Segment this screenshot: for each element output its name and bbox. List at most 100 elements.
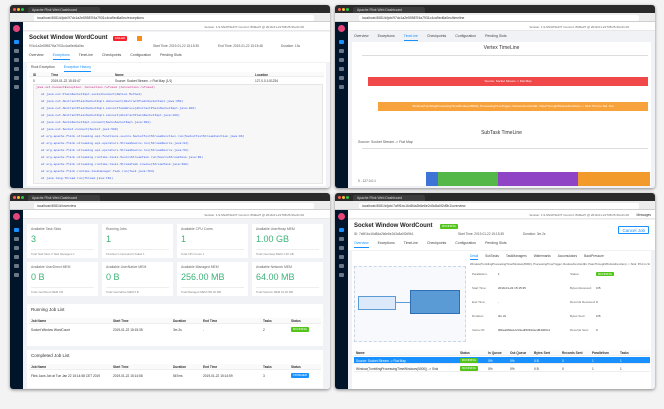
job-tabs-item[interactable]: TimeLine <box>403 241 418 245</box>
content: Version: 1.9-SNAPSHOT Commit: 8fd3a37 @ … <box>23 210 330 389</box>
table-cell[interactable]: Socket Window WordCount <box>31 327 70 332</box>
window-control[interactable] <box>338 7 341 11</box>
nav-icon[interactable] <box>14 264 19 268</box>
window-control[interactable] <box>346 7 349 11</box>
job-tabs-item[interactable]: Pending Slots <box>485 241 507 245</box>
job-tabs-item[interactable]: Checkpoints <box>426 34 447 38</box>
nav-icon[interactable] <box>339 264 344 268</box>
sub-tabs-item[interactable]: Detail <box>470 254 479 260</box>
nav-icon[interactable] <box>14 76 19 80</box>
window-control[interactable] <box>17 7 20 11</box>
window-control[interactable] <box>21 7 24 11</box>
subtask-segment[interactable] <box>578 172 650 186</box>
nav-icon[interactable] <box>339 246 344 250</box>
window-control[interactable] <box>13 7 16 11</box>
job-tabs-item[interactable]: Overview <box>354 34 369 38</box>
job-tabs-item[interactable]: Checkpoints <box>101 53 122 57</box>
trace-line: at java.net.SocksSocketImpl.connect(Sock… <box>41 121 151 124</box>
nav-icon[interactable] <box>339 67 344 71</box>
card-value: 256.00 MB <box>181 272 225 282</box>
nav-icon[interactable] <box>14 246 19 250</box>
job-tabs-item[interactable]: TimeLine <box>403 34 418 41</box>
sub-tabs-item[interactable]: Accumulators <box>557 254 578 258</box>
nav-icon[interactable] <box>339 76 344 80</box>
card-sub: Total UserNative MEM 0 B <box>106 289 139 294</box>
nav-icon[interactable] <box>339 255 344 259</box>
nav-icon[interactable] <box>14 58 19 62</box>
flink-logo <box>338 213 345 220</box>
flink-logo <box>338 25 345 32</box>
subtask-segment[interactable] <box>426 172 438 186</box>
sub-tabs-item[interactable]: SubTasks <box>485 254 499 258</box>
job-tabs-item[interactable]: Pending Slots <box>160 53 182 57</box>
vertex-name: Window(TumblingProcessingTimeWindows(500… <box>470 262 650 266</box>
job-tabs-item[interactable]: Overview <box>354 241 369 248</box>
graph-node[interactable] <box>410 290 460 314</box>
card-label: Available UserHeap MEM <box>256 227 295 231</box>
nav-icon[interactable] <box>14 49 19 53</box>
nav-icon[interactable] <box>14 273 19 277</box>
window-control[interactable] <box>17 195 20 199</box>
nav-icon[interactable] <box>14 228 19 232</box>
flink-logo <box>13 213 20 220</box>
window-control[interactable] <box>13 195 16 199</box>
nav-icon[interactable] <box>339 237 344 241</box>
table-cell[interactable]: Flink Java Job at Tue Jan 22 15:14:58 CE… <box>31 373 101 378</box>
job-tabs-item[interactable]: Pending Slots <box>485 34 507 38</box>
sub-tabs-item[interactable]: TaskManagers <box>505 254 527 258</box>
graph-node[interactable] <box>358 296 396 310</box>
nav-icon[interactable] <box>339 273 344 277</box>
window-control[interactable] <box>338 195 341 199</box>
nav-icon[interactable] <box>14 255 19 259</box>
timeline-bar[interactable]: Source: Socket Stream -> Flat Map <box>368 77 648 86</box>
nav-icon[interactable] <box>14 85 19 89</box>
stat-card: Available Network MEM 64.00 MB Total Netwo… <box>252 262 323 296</box>
window-control[interactable] <box>342 195 345 199</box>
nav-icon[interactable] <box>14 67 19 71</box>
content: Version: 1.9-SNAPSHOT Commit: 8fd3a37 @ … <box>348 210 655 389</box>
table-cell: 0 B <box>534 358 539 363</box>
trace-line: java.net.ConnectException: Connection re… <box>36 86 155 89</box>
browser-tab[interactable]: Apache Flink Web Dashboard <box>353 194 425 201</box>
subtask-segment[interactable] <box>498 172 578 186</box>
sub-tabs-item[interactable]: Exception History <box>63 65 91 72</box>
window-control[interactable] <box>346 195 349 199</box>
nav-icon[interactable] <box>339 40 344 44</box>
timeline-bar[interactable]: Window(TumblingProcessingTimeWindows(500… <box>378 102 648 111</box>
job-tabs-item[interactable]: Configuration <box>130 53 152 57</box>
table-row[interactable] <box>354 365 650 372</box>
url-text[interactable]: localhost:8081/#/job/7a9f1bc16d84a2b6e6e… <box>359 202 639 209</box>
sub-tabs-item[interactable]: BackPressure <box>584 254 604 258</box>
cancel-button[interactable]: Cancel Job <box>618 226 649 234</box>
job-tabs-item[interactable]: Exceptions <box>52 53 70 60</box>
nav-icon[interactable] <box>339 58 344 62</box>
window-control[interactable] <box>21 195 24 199</box>
job-tabs-item[interactable]: Configuration <box>455 241 477 245</box>
nav-icon[interactable] <box>339 85 344 89</box>
table-header-cell: Status <box>460 351 470 355</box>
url-text[interactable]: localhost:8081/#/job/97dc1a2e59587f4a793… <box>359 14 639 21</box>
url-text[interactable]: localhost:8081/#/job/97dc1a2e59587f4a793… <box>34 14 314 21</box>
subtask-segment[interactable] <box>438 172 498 186</box>
nav-icon[interactable] <box>339 49 344 53</box>
messages[interactable]: Messages <box>636 212 651 217</box>
sub-tabs-item[interactable]: Root Exception <box>31 65 55 69</box>
nav-icon[interactable] <box>339 228 344 232</box>
browser-tab[interactable]: Apache Flink Web Dashboard <box>28 194 100 201</box>
job-tabs-item[interactable]: Checkpoints <box>426 241 447 245</box>
table-row[interactable] <box>354 357 650 364</box>
job-tabs-item[interactable]: Overview <box>29 53 44 57</box>
browser-tab[interactable]: Apache Flink Web Dashboard <box>353 6 425 13</box>
url-text[interactable]: localhost:8081/#/overview <box>34 202 314 209</box>
nav-icon[interactable] <box>14 237 19 241</box>
job-tabs-item[interactable]: Exceptions <box>377 241 395 245</box>
nav-icon[interactable] <box>14 40 19 44</box>
browser-tab[interactable]: Apache Flink Web Dashboard <box>28 6 100 13</box>
window-control[interactable] <box>342 7 345 11</box>
sub-tabs-item[interactable]: Watermarks <box>533 254 551 258</box>
page-header <box>348 22 655 31</box>
job-tabs-item[interactable]: Configuration <box>455 34 477 38</box>
job-tabs-item[interactable]: Exceptions <box>377 34 395 38</box>
table-header-cell: ID <box>33 72 37 77</box>
job-tabs-item[interactable]: TimeLine <box>78 53 93 57</box>
